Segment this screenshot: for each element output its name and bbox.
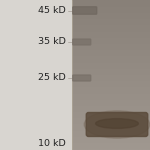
Bar [0,0,72,150]
FancyBboxPatch shape [73,75,91,81]
Ellipse shape [84,111,150,138]
Text: 35 kD: 35 kD [38,38,66,46]
Text: 25 kD: 25 kD [38,74,66,82]
FancyBboxPatch shape [86,112,148,136]
FancyBboxPatch shape [73,7,97,14]
Ellipse shape [96,119,138,128]
Text: 45 kD: 45 kD [38,6,66,15]
Text: 10 kD: 10 kD [38,140,66,148]
FancyBboxPatch shape [73,39,91,45]
